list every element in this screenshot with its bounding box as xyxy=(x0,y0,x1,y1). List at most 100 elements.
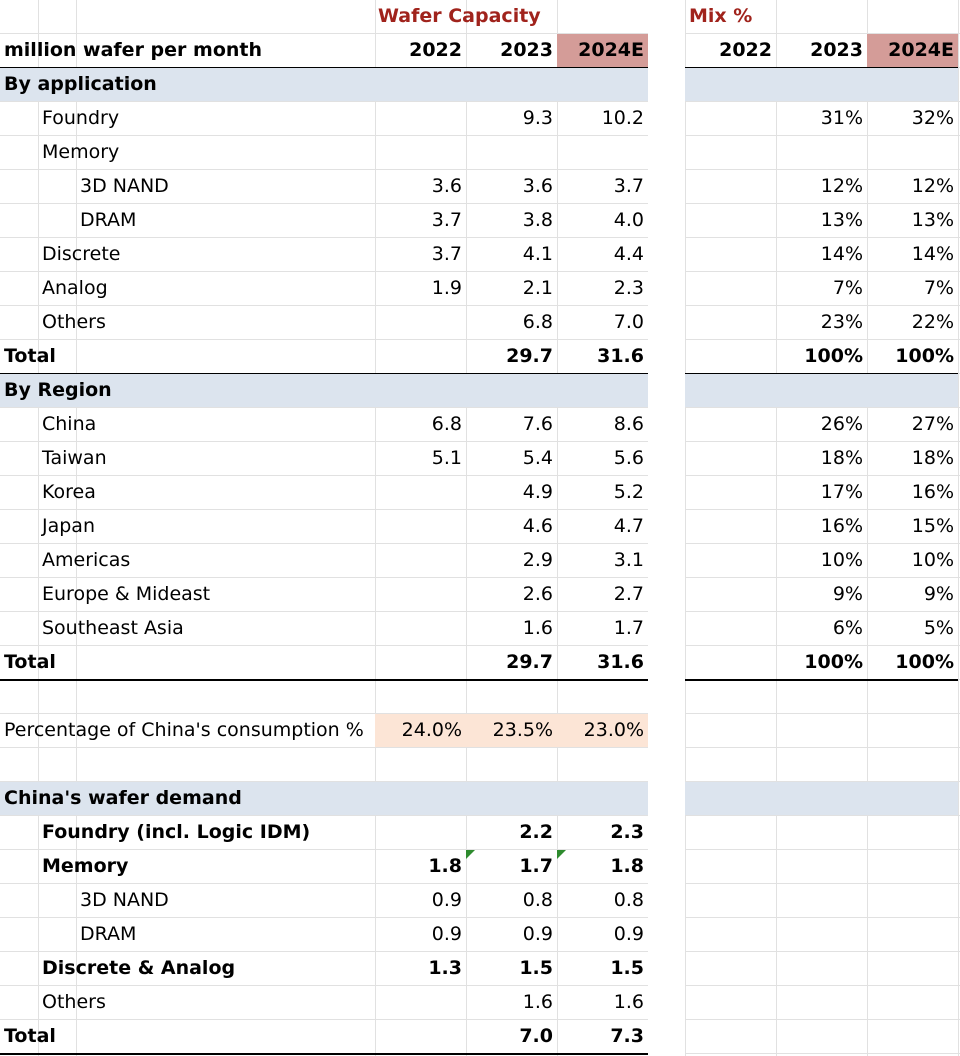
section-band xyxy=(685,68,958,101)
blank-row xyxy=(0,680,960,714)
mix-value: 9% xyxy=(832,583,863,605)
year-header-row: million wafer per month 2022 2022 2023 2023 2… xyxy=(0,34,960,68)
mix-value xyxy=(685,510,776,543)
column-gap xyxy=(648,0,685,1056)
mix-value xyxy=(685,238,776,271)
total-row: Total 29.7 31.6 100% 100% xyxy=(0,340,960,374)
row-label: Analog xyxy=(42,277,108,299)
capacity-value xyxy=(375,816,466,849)
capacity-value: 3.7 xyxy=(431,243,462,265)
total-mix: 100% xyxy=(895,651,954,673)
capacity-value: 1.7 xyxy=(613,617,644,639)
table-row: DRAM 0.9 0.9 0.9 xyxy=(0,918,960,952)
table-row: Analog 1.9 2.1 2.3 7% 7% xyxy=(0,272,960,306)
mix-value: 12% xyxy=(911,175,954,197)
blank-row xyxy=(0,748,960,782)
capacity-value: 1.8 xyxy=(610,855,644,877)
mix-value: 7% xyxy=(923,277,954,299)
capacity-value: 4.0 xyxy=(613,209,644,231)
table-row: Discrete 3.7 4.1 4.4 14% 14% xyxy=(0,238,960,272)
mix-value xyxy=(685,272,776,305)
mix-value: 32% xyxy=(911,107,954,129)
table-row: China 6.8 7.6 8.6 26% 27% xyxy=(0,408,960,442)
china-consumption-row: Percentage of China's consumption % 24.0%… xyxy=(0,714,960,748)
capacity-value: 8.6 xyxy=(613,413,644,435)
mix-value xyxy=(685,612,776,645)
mix-value: 14% xyxy=(911,243,954,265)
table-row: Discrete & Analog 1.3 1.5 1.5 xyxy=(0,952,960,986)
year-header: 2023 xyxy=(500,39,553,61)
capacity-value: 3.6 xyxy=(431,175,462,197)
grid-line xyxy=(375,0,376,1056)
table-row: Americas 2.9 3.1 10% 10% xyxy=(0,544,960,578)
total-capacity xyxy=(375,1020,466,1053)
year-header: 2022 xyxy=(719,39,772,61)
grid-line xyxy=(557,0,558,1056)
capacity-value: 10.2 xyxy=(601,107,644,129)
mix-value xyxy=(685,408,776,441)
capacity-value: 0.9 xyxy=(522,923,553,945)
highlight-2024E-capacity xyxy=(557,34,648,67)
mix-value: 13% xyxy=(911,209,954,231)
total-border xyxy=(685,679,958,681)
capacity-value: 1.5 xyxy=(610,957,644,979)
row-label: Foundry xyxy=(42,107,120,129)
row-label: Others xyxy=(42,991,106,1013)
grid-line xyxy=(685,0,686,1056)
table-row: Memory xyxy=(0,136,960,170)
total-row: Total 29.7 31.6 100% 100% xyxy=(0,646,960,680)
row-label: China xyxy=(42,413,97,435)
mix-value: 7% xyxy=(832,277,863,299)
mix-value xyxy=(685,306,776,339)
mix-heading: Mix % xyxy=(689,5,753,27)
table-row: Foundry 9.3 10.2 31% 32% xyxy=(0,102,960,136)
total-label: Total xyxy=(4,345,56,367)
capacity-value: 5.6 xyxy=(613,447,644,469)
row-label: DRAM xyxy=(80,923,137,945)
capacity-value xyxy=(375,510,466,543)
mix-value xyxy=(685,102,776,135)
mix-value: 26% xyxy=(820,413,863,435)
total-capacity: 29.7 xyxy=(506,651,553,673)
mix-value: 10% xyxy=(820,549,863,571)
total-mix xyxy=(685,646,776,679)
section-band xyxy=(0,68,648,101)
capacity-value xyxy=(375,102,466,135)
mix-value: 23% xyxy=(820,311,863,333)
table-row: Others 6.8 7.0 23% 22% xyxy=(0,306,960,340)
capacity-value xyxy=(375,136,466,169)
mix-value xyxy=(685,442,776,475)
total-mix: 100% xyxy=(895,345,954,367)
capacity-value: 2.2 xyxy=(519,821,553,843)
total-capacity: 7.3 xyxy=(610,1025,644,1047)
capacity-value: 2.6 xyxy=(522,583,553,605)
capacity-value: 1.6 xyxy=(522,617,553,639)
section-title: By Region xyxy=(4,379,112,401)
total-mix: 100% xyxy=(804,345,863,367)
comment-marker xyxy=(557,850,566,859)
section-band xyxy=(685,374,958,407)
capacity-value: 3.8 xyxy=(522,209,553,231)
capacity-value: 3.6 xyxy=(522,175,553,197)
mix-value: 6% xyxy=(832,617,863,639)
section-header: By Region xyxy=(0,374,960,408)
table-row: DRAM 3.7 3.8 4.0 13% 13% xyxy=(0,204,960,238)
capacity-value: 0.9 xyxy=(431,923,462,945)
capacity-value: 6.8 xyxy=(522,311,553,333)
mix-value: 5% xyxy=(923,617,954,639)
capacity-value: 5.1 xyxy=(431,447,462,469)
total-capacity xyxy=(375,646,466,679)
row-label: 3D NAND xyxy=(80,175,169,197)
capacity-value: 1.7 xyxy=(519,855,553,877)
mix-value: 15% xyxy=(911,515,954,537)
total-capacity xyxy=(375,340,466,373)
comment-marker xyxy=(466,850,475,859)
capacity-value: 5.2 xyxy=(613,481,644,503)
table-row: Europe & Mideast 2.6 2.7 9% 9% xyxy=(0,578,960,612)
row-label: DRAM xyxy=(80,209,137,231)
grid-line xyxy=(867,0,868,1056)
capacity-value: 0.8 xyxy=(613,889,644,911)
capacity-value: 4.9 xyxy=(522,481,553,503)
capacity-value: 0.8 xyxy=(522,889,553,911)
capacity-value: 4.4 xyxy=(613,243,644,265)
